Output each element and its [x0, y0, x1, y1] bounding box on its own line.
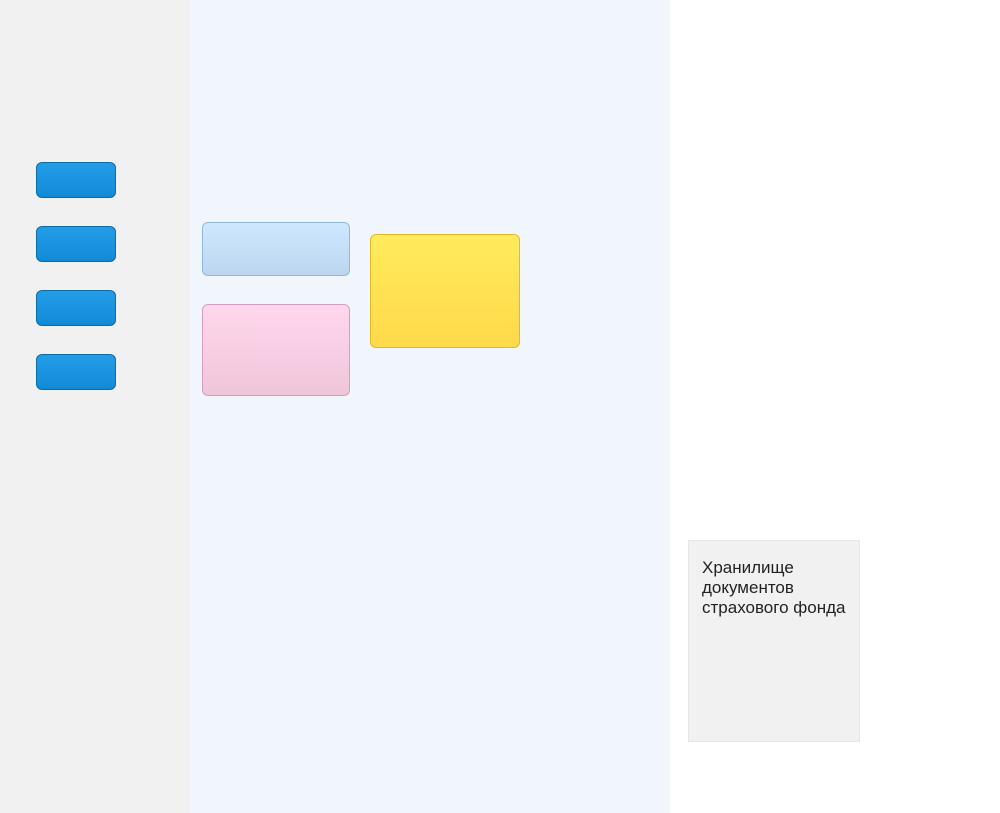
column-col2: [190, 0, 670, 813]
node-load: [202, 222, 350, 276]
node-sed: [36, 354, 116, 390]
node-store: [370, 234, 520, 348]
node-erp: [36, 290, 116, 326]
diagram-root: Хранилище документов страхового фонда: [0, 0, 1000, 813]
node-access: [202, 304, 350, 396]
node-crm: [36, 226, 116, 262]
node-abs: [36, 162, 116, 198]
panel-label-p-ins: Хранилище документов страхового фонда: [702, 558, 852, 618]
column-col1: [0, 0, 190, 813]
